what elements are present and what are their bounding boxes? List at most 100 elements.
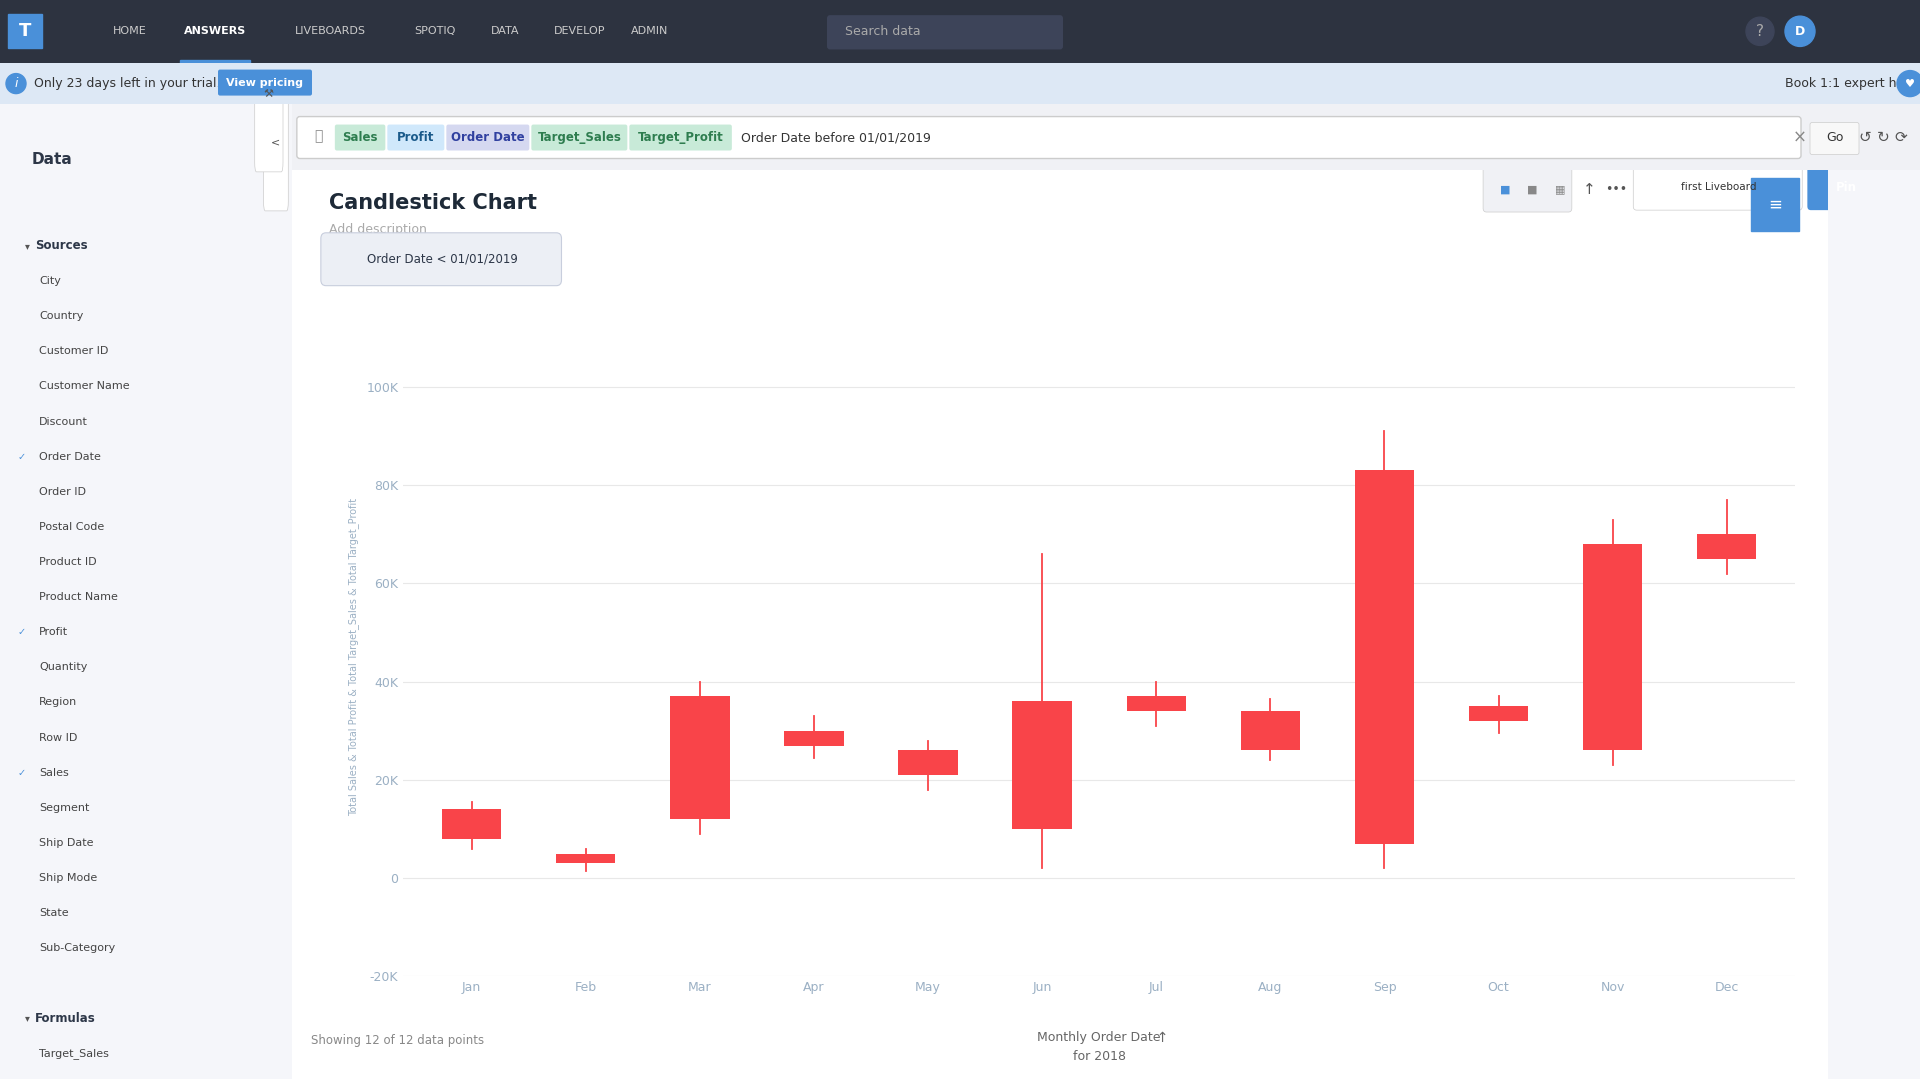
Text: T: T (19, 23, 31, 40)
Text: Order Date before 01/01/2019: Order Date before 01/01/2019 (741, 131, 931, 144)
Text: Target_Sales: Target_Sales (538, 131, 622, 144)
Text: Sales: Sales (342, 131, 378, 144)
Text: Pin: Pin (1836, 181, 1857, 194)
FancyBboxPatch shape (219, 69, 311, 96)
Text: ⚒: ⚒ (263, 88, 275, 99)
Circle shape (1786, 16, 1814, 46)
Bar (783, 730, 843, 746)
FancyBboxPatch shape (630, 124, 732, 150)
Text: Discount: Discount (38, 416, 88, 426)
Bar (1012, 701, 1071, 829)
Text: Order Date: Order Date (38, 452, 100, 462)
Text: ♥: ♥ (1905, 79, 1914, 88)
FancyBboxPatch shape (334, 124, 386, 150)
FancyBboxPatch shape (388, 124, 444, 150)
Text: Quantity: Quantity (38, 663, 86, 672)
Bar (1356, 470, 1415, 844)
Text: Target_Profit: Target_Profit (637, 131, 724, 144)
Text: Go: Go (1826, 131, 1843, 144)
Text: ■: ■ (1500, 185, 1511, 194)
Text: 🔍: 🔍 (313, 129, 323, 144)
Text: Product ID: Product ID (38, 557, 96, 568)
Bar (899, 751, 958, 775)
Text: Data: Data (33, 152, 73, 167)
Text: Profit: Profit (38, 627, 67, 638)
Text: Search data: Search data (845, 25, 920, 38)
Text: Profit: Profit (397, 131, 434, 144)
Circle shape (1897, 70, 1920, 97)
FancyBboxPatch shape (321, 233, 561, 286)
Text: Book 1:1 expert help: Book 1:1 expert help (1786, 77, 1916, 90)
Text: Segment: Segment (38, 803, 90, 812)
Text: ✓: ✓ (17, 627, 25, 638)
FancyBboxPatch shape (532, 124, 628, 150)
Bar (1582, 544, 1642, 751)
Text: Add description: Add description (330, 223, 428, 236)
Bar (442, 809, 501, 838)
Text: ↑: ↑ (1582, 182, 1596, 196)
FancyBboxPatch shape (445, 124, 530, 150)
Text: Sub-Category: Sub-Category (38, 943, 115, 953)
FancyBboxPatch shape (1807, 165, 1885, 210)
Text: Order Date: Order Date (451, 131, 524, 144)
FancyBboxPatch shape (1811, 123, 1859, 154)
Text: <: < (271, 138, 280, 148)
Text: View pricing: View pricing (227, 78, 303, 87)
Text: Ship Mode: Ship Mode (38, 873, 98, 883)
Text: Sources: Sources (35, 240, 88, 252)
Text: first Liveboard: first Liveboard (1680, 182, 1757, 192)
Text: Sales: Sales (38, 768, 69, 778)
Text: SPOTIQ: SPOTIQ (415, 26, 455, 37)
Text: ▾: ▾ (25, 241, 29, 251)
Text: ↑: ↑ (1148, 1030, 1167, 1044)
Text: LIVEBOARDS: LIVEBOARDS (294, 26, 365, 37)
Bar (1697, 534, 1757, 559)
FancyBboxPatch shape (263, 74, 288, 210)
Text: ✓: ✓ (17, 452, 25, 462)
Text: ×: × (1793, 128, 1807, 147)
Text: DATA: DATA (492, 26, 518, 37)
Text: for 2018: for 2018 (1073, 1050, 1125, 1063)
Text: Customer ID: Customer ID (38, 346, 108, 356)
Text: Country: Country (38, 311, 83, 322)
Text: Showing 12 of 12 data points: Showing 12 of 12 data points (311, 1034, 484, 1047)
Text: Formulas: Formulas (35, 1012, 96, 1025)
FancyBboxPatch shape (1634, 165, 1803, 210)
Text: ↻: ↻ (1876, 131, 1889, 145)
Text: Candlestick Chart: Candlestick Chart (330, 193, 538, 214)
Text: •••: ••• (1605, 182, 1628, 196)
FancyBboxPatch shape (255, 16, 282, 172)
Text: ■: ■ (1528, 185, 1538, 194)
Text: Customer Name: Customer Name (38, 382, 129, 392)
Text: ADMIN: ADMIN (632, 26, 668, 37)
Y-axis label: Total Sales & Total Profit & Total Target_Sales & Total Target_Profit: Total Sales & Total Profit & Total Targe… (349, 498, 359, 816)
Bar (1751, 178, 1799, 231)
FancyBboxPatch shape (298, 117, 1801, 159)
Text: Product Name: Product Name (38, 592, 117, 602)
Text: i: i (13, 77, 17, 90)
Text: Region: Region (38, 697, 77, 708)
Text: ?: ? (1757, 24, 1764, 39)
Text: ANSWERS: ANSWERS (184, 26, 246, 37)
Text: HOME: HOME (113, 26, 146, 37)
Circle shape (1745, 17, 1774, 45)
Text: Order ID: Order ID (38, 487, 86, 496)
Bar (8, 14, 42, 49)
FancyBboxPatch shape (1482, 167, 1572, 213)
Text: ⟳: ⟳ (1895, 131, 1907, 145)
Text: ≡: ≡ (1768, 195, 1782, 214)
Circle shape (6, 73, 27, 94)
Text: DEVELOP: DEVELOP (555, 26, 605, 37)
Text: Only 23 days left in your trial.: Only 23 days left in your trial. (35, 77, 221, 90)
Text: Target_Sales: Target_Sales (38, 1048, 109, 1060)
Text: D: D (1795, 25, 1805, 38)
Text: ▾: ▾ (25, 1013, 29, 1024)
Text: State: State (38, 909, 69, 918)
Text: ↺: ↺ (1859, 131, 1872, 145)
Bar (1240, 711, 1300, 751)
Bar (670, 696, 730, 819)
Text: Order Date < 01/01/2019: Order Date < 01/01/2019 (367, 252, 518, 265)
Bar (557, 853, 616, 863)
Bar (1469, 707, 1528, 721)
Bar (180, 59, 250, 63)
